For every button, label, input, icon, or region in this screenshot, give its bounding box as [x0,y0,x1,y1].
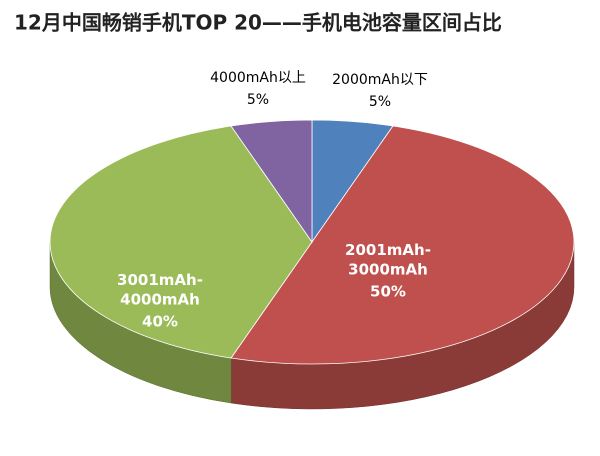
labels: 2000mAh以下 5% 2001mAh-3000mAh 50% 3001mAh-400… [117,70,431,331]
value-label: 5% [247,92,269,108]
slice-label: 4000mAh以上 [210,70,306,86]
slice-label: 3001mAh-4000mAh [117,271,203,309]
slice [230,119,313,244]
value-label: 50% [370,283,406,301]
slice [230,125,575,365]
slice [49,125,313,359]
chart-title: 12月中国畅销手机TOP 20——手机电池容量区间占比 [14,11,502,35]
value-label: 5% [369,94,391,110]
slice-label: 2001mAh-3000mAh [345,241,431,279]
slice-label: 2000mAh以下 [332,72,428,88]
tops [49,119,575,365]
value-label: 40% [142,313,178,331]
